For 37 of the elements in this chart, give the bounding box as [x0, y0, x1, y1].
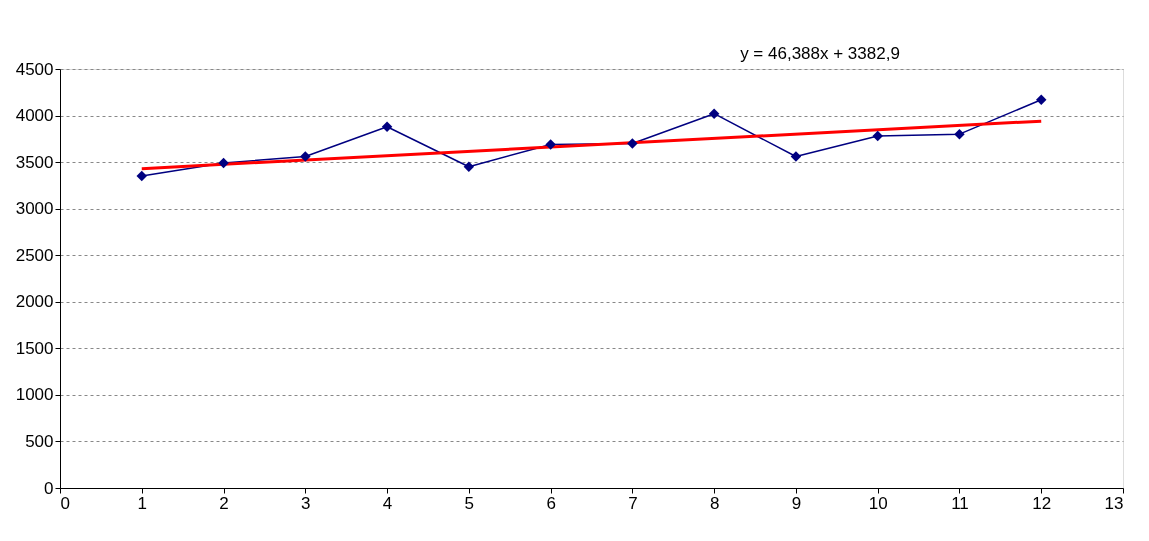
y-tick-label: 3000 — [15, 199, 54, 219]
point — [708, 108, 720, 119]
x-tick-label: 10 — [868, 493, 888, 513]
text: y = 46,388x + 3382,9 — [740, 44, 900, 63]
x-tick-label: 6 — [546, 493, 556, 513]
y-tick-label: 1500 — [15, 338, 54, 358]
x-tick-label: 12 — [1032, 493, 1052, 513]
x-tick-label: 3 — [301, 493, 311, 513]
x-tick-label: 0 — [60, 493, 70, 513]
x-tick-label: 11 — [951, 493, 969, 513]
y-tick-label: 1000 — [15, 385, 54, 405]
x-tick-label: 4 — [382, 493, 393, 513]
point — [954, 128, 965, 140]
y-tick-label: 500 — [25, 431, 54, 451]
x-tick-label: 9 — [791, 493, 802, 513]
x-tick-label: 7 — [628, 493, 638, 513]
x-tick-label: 8 — [709, 493, 720, 513]
y-tick-label: 2500 — [15, 245, 54, 265]
x-tick-label: 5 — [464, 493, 475, 513]
point — [300, 151, 311, 162]
y-tick-label: 2000 — [15, 292, 54, 312]
point — [463, 161, 475, 173]
y-tick-label: 3500 — [15, 152, 54, 172]
point — [627, 138, 638, 149]
point — [545, 139, 556, 150]
y-tick-label: 0 — [44, 478, 54, 498]
point — [381, 121, 393, 132]
point — [218, 157, 229, 169]
x-tick-label: 2 — [219, 493, 229, 513]
x-tick-label: 13 — [1104, 493, 1124, 513]
point — [1035, 94, 1047, 105]
point — [136, 170, 148, 182]
x-tick-label: 1 — [137, 493, 147, 513]
y-tick-label: 4000 — [15, 106, 54, 126]
point — [872, 130, 883, 142]
y-tick-label: 4500 — [15, 59, 54, 79]
point — [790, 151, 802, 162]
